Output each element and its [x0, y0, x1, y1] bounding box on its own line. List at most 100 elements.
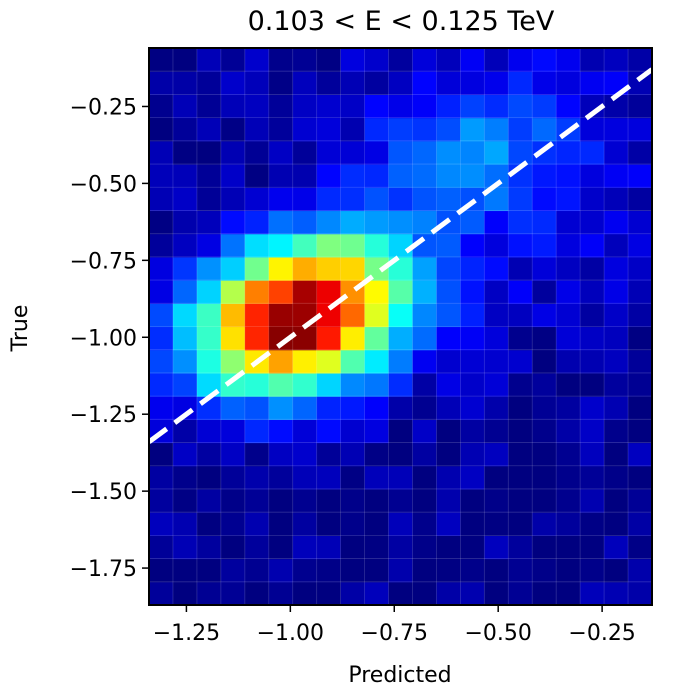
heatmap-cell	[604, 442, 629, 467]
heatmap-cell	[316, 396, 342, 420]
heatmap-cell	[556, 164, 581, 188]
heatmap-cell	[316, 71, 342, 96]
heatmap-cell	[484, 280, 509, 304]
heatmap-cell	[364, 280, 390, 304]
heatmap-cell	[172, 187, 198, 212]
grid-lines	[149, 48, 652, 605]
heatmap-cell	[364, 465, 390, 490]
heatmap-cell	[292, 558, 318, 583]
heatmap-cell	[604, 256, 629, 281]
heatmap-cell	[460, 210, 485, 235]
heatmap-cell	[220, 303, 246, 328]
heatmap-cell	[508, 303, 533, 328]
heatmap-cell	[484, 233, 509, 258]
heatmap-cell	[292, 349, 318, 374]
heatmap-cell	[604, 94, 629, 119]
heatmap-cell	[580, 140, 605, 165]
heatmap-cell	[580, 396, 605, 420]
heatmap-cell	[436, 465, 461, 490]
heatmap-cell	[364, 210, 390, 235]
heatmap-cell	[484, 256, 509, 281]
heatmap-cell	[460, 465, 485, 490]
heatmap-cell	[316, 512, 342, 536]
heatmap-cell	[580, 442, 605, 467]
heatmap-cell	[388, 210, 414, 235]
heatmap-cell	[364, 117, 390, 142]
heatmap-cell	[580, 349, 605, 374]
heatmap-cell	[604, 558, 629, 583]
heatmap-cell	[412, 372, 438, 397]
heatmap-cell	[604, 48, 629, 72]
y-tick-label: −1.25	[70, 403, 137, 428]
heatmap-cell	[412, 187, 438, 212]
heatmap-cell	[244, 372, 270, 397]
heatmap-cell	[244, 48, 270, 72]
heatmap-cell	[604, 396, 629, 420]
heatmap-cell	[460, 535, 485, 560]
heatmap-cell	[508, 187, 533, 212]
heatmap-cell	[604, 164, 629, 188]
heatmap-cell	[532, 164, 557, 188]
heatmap-cell	[460, 442, 485, 467]
heatmap-cell	[388, 326, 414, 351]
heatmap-cell	[292, 48, 318, 72]
heatmap-cell	[460, 233, 485, 258]
heatmap-cell	[580, 233, 605, 258]
heatmap-cell	[388, 71, 414, 96]
heatmap-cell	[340, 558, 366, 583]
heatmap-cell	[340, 187, 366, 212]
heatmap-cell	[412, 419, 438, 444]
heatmap-cell	[628, 465, 653, 490]
heatmap-cell	[508, 349, 533, 374]
heatmap-cell	[292, 419, 318, 444]
heatmap-cell	[556, 372, 581, 397]
heatmap-cell	[388, 140, 414, 165]
heatmap-cell	[604, 465, 629, 490]
heatmap-cell	[508, 512, 533, 536]
heatmap-cell	[460, 71, 485, 96]
heatmap-cell	[412, 581, 438, 606]
heatmap-cell	[340, 581, 366, 606]
heatmap-cell	[268, 187, 294, 212]
heatmap-cell	[172, 488, 198, 513]
heatmap-cell	[149, 94, 174, 119]
heatmap-cell	[604, 280, 629, 304]
heatmap-cell	[220, 94, 246, 119]
heatmap-cell	[460, 372, 485, 397]
heatmap-cell	[172, 442, 198, 467]
heatmap-cell	[556, 48, 581, 72]
heatmap-cell	[580, 488, 605, 513]
heatmap-cell	[149, 210, 174, 235]
heatmap-cell	[244, 303, 270, 328]
heatmap-cell	[532, 71, 557, 96]
heatmap-cell	[268, 512, 294, 536]
heatmap-cell	[292, 71, 318, 96]
heatmap-cell	[436, 48, 461, 72]
heatmap-cell	[364, 71, 390, 96]
heatmap-cell	[484, 48, 509, 72]
heatmap-cell	[364, 303, 390, 328]
heatmap-cell	[484, 372, 509, 397]
heatmap-cell	[460, 164, 485, 188]
heatmap-cell	[268, 256, 294, 281]
heatmap-cell	[388, 396, 414, 420]
heatmap-cell	[364, 349, 390, 374]
heatmap-cell	[244, 326, 270, 351]
heatmap-cell	[220, 210, 246, 235]
heatmap-cell	[484, 442, 509, 467]
heatmap-cell	[172, 419, 198, 444]
heatmap-cell	[364, 233, 390, 258]
heatmap-cell	[532, 187, 557, 212]
heatmap-cell	[580, 117, 605, 142]
heatmap-cell	[484, 303, 509, 328]
heatmap-cell	[388, 303, 414, 328]
y-tick-label: −1.75	[70, 557, 137, 582]
heatmap-cell	[268, 164, 294, 188]
heatmap-cell	[340, 512, 366, 536]
heatmap-cell	[508, 488, 533, 513]
heatmap-cell	[340, 326, 366, 351]
heatmap-cell	[316, 140, 342, 165]
heatmap-cell	[436, 303, 461, 328]
heatmap-cell	[292, 233, 318, 258]
heatmap-cell	[220, 488, 246, 513]
